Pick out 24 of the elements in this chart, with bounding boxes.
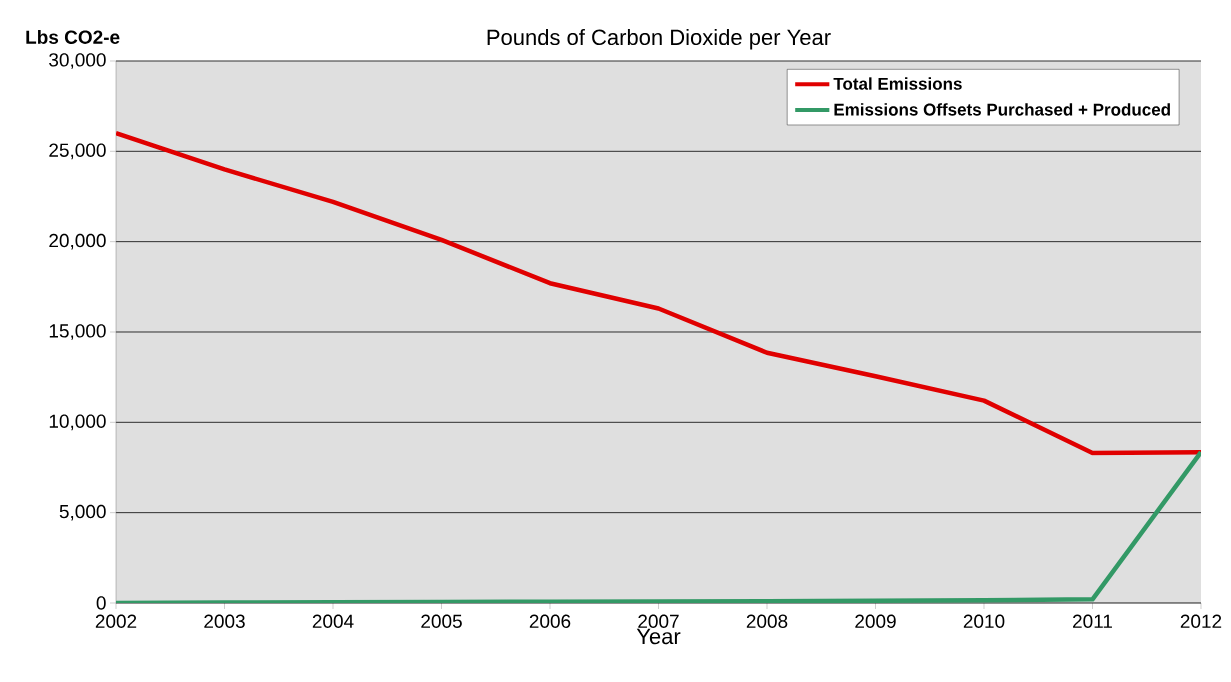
y-tick-label: 30,000 — [49, 53, 106, 69]
x-tick-label: 2010 — [963, 614, 1005, 628]
legend-label: Emissions Offsets Purchased + Produced — [834, 103, 1170, 116]
y-tick-label: 20,000 — [49, 233, 106, 250]
x-tick-label: 2004 — [312, 614, 354, 628]
y-tick-label: 5,000 — [59, 504, 106, 521]
x-tick-label: 2005 — [421, 614, 462, 628]
y-tick-label: 15,000 — [49, 324, 106, 340]
x-tick-label: 2006 — [529, 614, 571, 628]
x-tick-label: 2008 — [746, 614, 788, 628]
x-tick-label: 2011 — [1073, 614, 1112, 628]
y-tick-label: 10,000 — [49, 414, 106, 431]
y-axis-title: Lbs CO2-e — [26, 29, 120, 44]
y-tick-label: 25,000 — [49, 143, 106, 160]
line-series — [116, 131, 1201, 456]
x-tick-label: 2012 — [1180, 614, 1222, 628]
x-tick-label: 2007 — [638, 614, 679, 628]
x-axis-title: Year — [636, 628, 681, 645]
x-tick-label: 2002 — [95, 614, 137, 628]
x-tick-label: 2003 — [204, 614, 245, 628]
y-tick-label: 0 — [96, 596, 106, 610]
x-tick-label: 2009 — [855, 614, 896, 628]
legend-label: Total Emissions — [833, 77, 962, 90]
chart-title: Pounds of Carbon Dioxide per Year — [487, 28, 831, 50]
